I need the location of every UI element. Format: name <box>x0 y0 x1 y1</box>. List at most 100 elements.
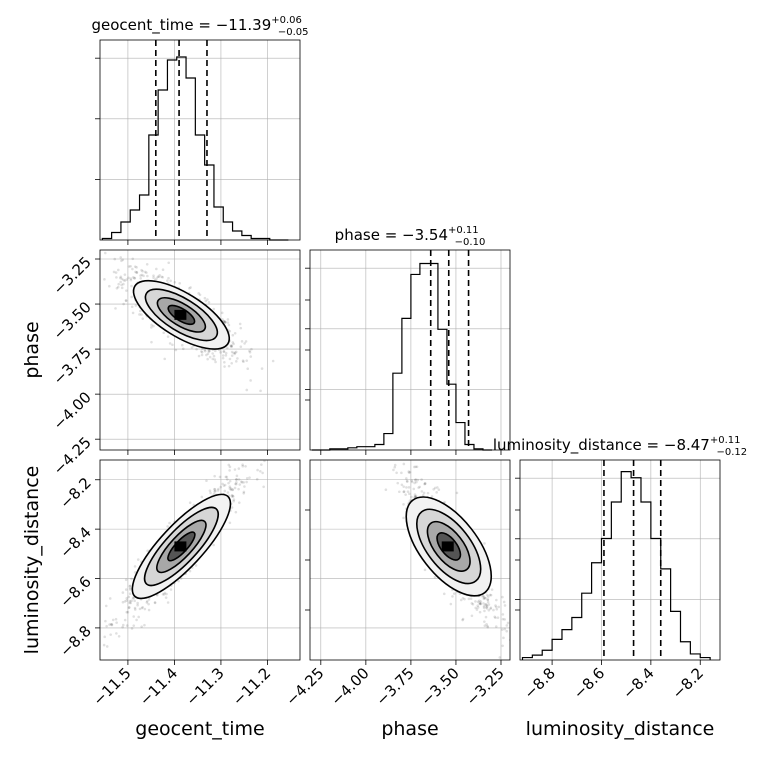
sample-point <box>127 606 131 609</box>
density-peak <box>174 309 187 320</box>
sample-point <box>488 593 492 597</box>
sample-point <box>223 320 227 324</box>
sample-point <box>494 604 497 607</box>
sample-point <box>239 326 243 330</box>
sample-point <box>129 277 133 280</box>
sample-point <box>84 669 87 672</box>
sample-point <box>248 476 251 479</box>
sample-point <box>244 340 248 343</box>
sample-point <box>124 578 128 582</box>
sample-point <box>231 341 235 344</box>
x-tick-label: −8.4 <box>619 664 657 702</box>
sample-point <box>229 488 233 492</box>
sample-point <box>152 324 155 328</box>
sample-point <box>481 595 484 598</box>
sample-point <box>135 266 138 269</box>
sample-point <box>485 605 489 608</box>
sample-point <box>489 606 493 610</box>
sample-point <box>218 475 222 479</box>
sample-point <box>204 299 208 303</box>
sample-point <box>166 525 169 528</box>
sample-point <box>486 625 490 629</box>
sample-point <box>494 616 497 620</box>
sample-point <box>123 600 127 603</box>
sample-point <box>188 501 192 504</box>
sample-point <box>117 634 121 638</box>
sample-point <box>233 486 237 490</box>
sample-point <box>230 361 233 365</box>
sample-point <box>136 601 139 605</box>
sample-point <box>125 597 129 600</box>
sample-point <box>230 506 234 509</box>
sample-point <box>128 588 132 591</box>
sample-point <box>158 273 161 277</box>
sample-point <box>420 478 423 481</box>
sample-point <box>484 606 488 609</box>
sample-point <box>223 489 227 493</box>
sample-point <box>224 475 228 479</box>
sample-point <box>133 276 137 280</box>
y-tick-label: −8.8 <box>56 622 94 660</box>
sample-point <box>221 482 224 486</box>
title-lower-error: −0.10 <box>455 237 486 248</box>
sample-point <box>213 474 216 478</box>
sample-point <box>404 477 408 480</box>
sample-point <box>384 488 388 492</box>
sample-point <box>246 367 250 371</box>
sample-point <box>261 471 264 475</box>
sample-point <box>214 360 217 364</box>
sample-point <box>168 342 172 345</box>
sample-point <box>213 488 217 491</box>
sample-point <box>222 320 226 323</box>
sample-point <box>139 276 142 280</box>
sample-point <box>138 607 142 611</box>
sample-point <box>219 351 222 354</box>
sample-point <box>433 486 437 490</box>
x-tick-label: −8.6 <box>570 664 608 702</box>
sample-point <box>223 365 226 368</box>
sample-point <box>132 596 135 600</box>
sample-point <box>109 633 112 636</box>
sample-point <box>190 346 194 349</box>
title-value: phase = −3.54 <box>335 226 448 244</box>
sample-point <box>145 601 149 604</box>
sample-point <box>121 258 125 262</box>
histogram-phase <box>311 262 492 451</box>
x-tick-label: −11.2 <box>229 664 274 709</box>
sample-point <box>122 282 125 286</box>
sample-point <box>415 465 419 469</box>
sample-point <box>489 593 493 597</box>
sample-point <box>162 331 165 335</box>
sample-point <box>423 568 427 572</box>
sample-point <box>108 284 111 288</box>
sample-point <box>228 465 232 469</box>
sample-point <box>120 286 124 290</box>
sample-point <box>414 478 417 481</box>
sample-point <box>160 275 163 279</box>
sample-point <box>470 614 474 618</box>
sample-point <box>502 636 505 640</box>
sample-point <box>208 349 211 353</box>
sample-point <box>136 558 140 561</box>
sample-point <box>206 357 209 361</box>
sample-point <box>120 277 124 281</box>
sample-point <box>207 301 211 304</box>
sample-point <box>203 348 207 352</box>
sample-point <box>131 596 135 600</box>
sample-point <box>133 565 137 568</box>
sample-point <box>163 357 167 361</box>
panel-title-phase: phase = −3.54+0.11 −0.10 <box>335 225 486 248</box>
sample-point <box>197 292 200 295</box>
sample-point <box>166 601 170 604</box>
sample-point <box>197 354 201 358</box>
sample-point <box>123 273 127 276</box>
sample-point <box>147 608 151 612</box>
sample-point <box>128 584 132 588</box>
sample-point <box>226 346 229 350</box>
sample-point <box>140 625 143 628</box>
sample-point <box>240 340 244 343</box>
sample-point <box>423 481 427 485</box>
hist-frame-phase <box>309 249 511 451</box>
sample-point <box>245 359 249 362</box>
sample-point <box>484 596 487 600</box>
